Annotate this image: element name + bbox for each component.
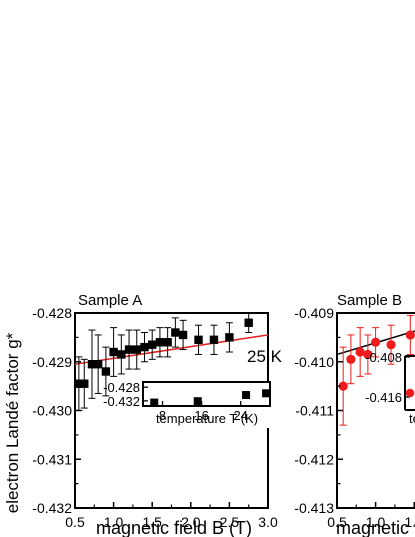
inset-a-y-tick-label: -0.428 xyxy=(103,380,140,395)
panel-b-y-tick-label: -0.410 xyxy=(294,354,334,370)
panel-b-y-tick-label: -0.411 xyxy=(295,403,334,419)
panel-b-x-ticks: 0.51.01.52.02.53.0 xyxy=(327,502,415,530)
panel-a-data-point xyxy=(163,338,172,347)
panel-a-x-tick-label: 3.0 xyxy=(258,514,278,530)
inset-a-x-tick-label: 8 xyxy=(159,408,166,423)
x-axis-label-b: magnetic field B (T) xyxy=(336,518,415,537)
panel-a-x-tick-label: 2.5 xyxy=(220,514,240,530)
y-axis-label: electron Landé factor g* xyxy=(3,332,22,513)
panel-a-temperature-annotation: 25 K xyxy=(247,347,283,366)
x-axis-label-a: magnetic field B (T) xyxy=(96,518,252,537)
panel-a-data-point xyxy=(155,338,165,347)
panel-b-y-tick-label: -0.412 xyxy=(294,451,334,467)
panel-sample-a: Sample A 25 K -0.428-0.429-0.430-0.431-0… xyxy=(32,292,282,530)
panel-b-data-point xyxy=(355,347,365,357)
panel-a-data-point xyxy=(148,340,157,349)
panel-a-fit-line xyxy=(74,334,269,365)
panel-a-data-point xyxy=(109,347,118,357)
inset-a-data-point xyxy=(150,398,159,407)
inset-b-data-point xyxy=(405,388,415,398)
panel-a-data-point xyxy=(194,335,203,345)
panel-a-x-ticks: 0.5 1.0 1.5 2.0 2.5 3.0 xyxy=(65,502,278,530)
panel-a-data-point xyxy=(140,342,149,352)
panel-b-data-point xyxy=(386,340,396,350)
panel-a-data-point xyxy=(244,318,253,327)
panel-a-x-tick-label: 2.0 xyxy=(181,514,201,530)
panel-a-data-point xyxy=(93,359,103,369)
panel-a-data-point xyxy=(87,359,97,369)
panel-a-y-tick-label: -0.429 xyxy=(32,354,72,370)
panel-b-y-tick-label: -0.413 xyxy=(294,500,334,516)
panel-a-y-tick-label: -0.430 xyxy=(32,403,72,419)
panel-a-data-point xyxy=(74,379,84,388)
panel-a-y-tick-label: -0.431 xyxy=(32,451,72,467)
panel-a-inset: temperature T (K) -0.428-0.432 8 16 24 xyxy=(103,380,271,428)
panel-a-y-tick-label: -0.428 xyxy=(32,305,72,321)
panel-a-data-point xyxy=(101,367,111,376)
panel-b-y-tick-label: -0.409 xyxy=(294,305,334,321)
panel-b-title: Sample B xyxy=(337,292,402,309)
inset-a-data-point xyxy=(242,391,251,400)
panel-a-data-points xyxy=(74,312,253,411)
panel-b-y-ticks: -0.409 -0.410 -0.411 -0.412 -0.413 xyxy=(294,305,343,516)
panel-b-inset: te -0.408 -0.416 xyxy=(365,350,415,426)
inset-a-y-tick-label: -0.432 xyxy=(103,394,140,409)
panel-a-data-point xyxy=(117,350,126,359)
panel-b-data-point xyxy=(338,381,348,391)
inset-a-x-tick-label: 24 xyxy=(233,408,247,423)
inset-a-x-tick-label: 16 xyxy=(194,408,208,423)
inset-b-x-label: te xyxy=(409,411,415,426)
panel-a-data-point xyxy=(171,328,180,337)
panel-b-data-point xyxy=(346,354,356,364)
inset-b-background xyxy=(405,356,415,410)
inset-a-data-point xyxy=(262,389,271,398)
panel-b-data-points xyxy=(338,314,415,426)
panel-b-x-tick-label: 1.5 xyxy=(404,514,415,530)
inset-a-x-label: temperature T (K) xyxy=(156,411,258,426)
panel-b-data-point xyxy=(371,337,381,347)
panel-a-data-point xyxy=(132,345,141,354)
panel-a-data-point xyxy=(80,379,89,388)
panel-a-title: Sample A xyxy=(78,292,142,309)
panel-b-data-point xyxy=(363,349,373,360)
panel-a-data-point xyxy=(124,345,134,354)
panel-a-x-tick-label: 1.5 xyxy=(142,514,162,530)
panel-a-fit-segment xyxy=(74,334,269,365)
panel-a-data-point xyxy=(178,330,188,340)
panel-sample-b: Sample B -0.409-0.410-0.411-0.412-0.413 … xyxy=(294,292,415,530)
panel-b-data-point xyxy=(405,330,415,340)
panel-a-x-tick-label: 1.0 xyxy=(104,514,124,530)
panel-b-x-tick-label: 0.5 xyxy=(327,514,347,530)
inset-b-y-tick-label: -0.408 xyxy=(365,350,402,365)
inset-a-data-point xyxy=(193,397,202,406)
panel-b-x-tick-label: 1.0 xyxy=(366,514,386,530)
panel-a-x-tick-label: 0.5 xyxy=(65,514,85,530)
panel-a-data-point xyxy=(225,333,234,342)
inset-b-y-tick-label: -0.416 xyxy=(365,390,402,405)
panel-a-data-point xyxy=(209,335,219,345)
panel-a-y-tick-label: -0.432 xyxy=(32,500,72,516)
panel-a-y-ticks: -0.428 -0.429 -0.430 -0.431 -0.432 xyxy=(32,305,81,516)
